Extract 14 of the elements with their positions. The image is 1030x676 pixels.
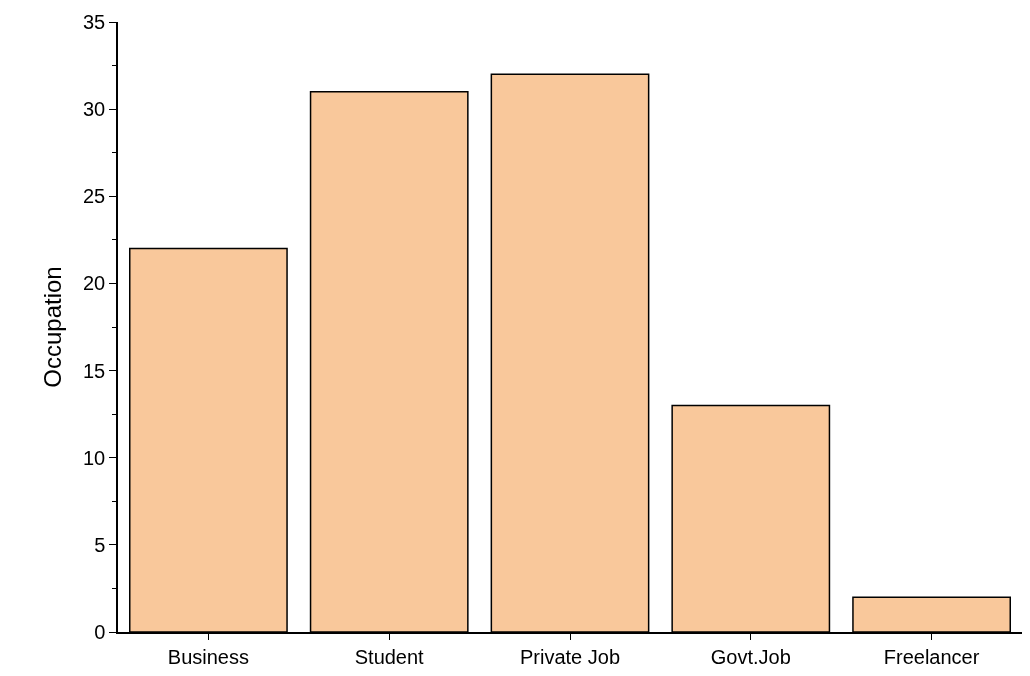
- y-tick-label: 5: [94, 533, 106, 556]
- y-tick-label: 20: [83, 272, 106, 295]
- y-tick-label: 10: [83, 446, 106, 469]
- x-tick-label: Govt.Job: [710, 645, 791, 668]
- y-tick-label: 25: [83, 185, 106, 208]
- x-tick-label: Business: [167, 645, 249, 668]
- x-tick-label: Freelancer: [883, 645, 980, 668]
- x-tick-label: Student: [354, 645, 425, 668]
- y-axis-title: Occupation: [38, 266, 66, 388]
- y-tick-label: 35: [83, 11, 106, 33]
- x-tick-label: Private Job: [519, 645, 621, 668]
- y-tick-label: 0: [94, 621, 106, 643]
- y-tick-label: 30: [83, 98, 106, 121]
- y-tick-label: 15: [83, 359, 106, 382]
